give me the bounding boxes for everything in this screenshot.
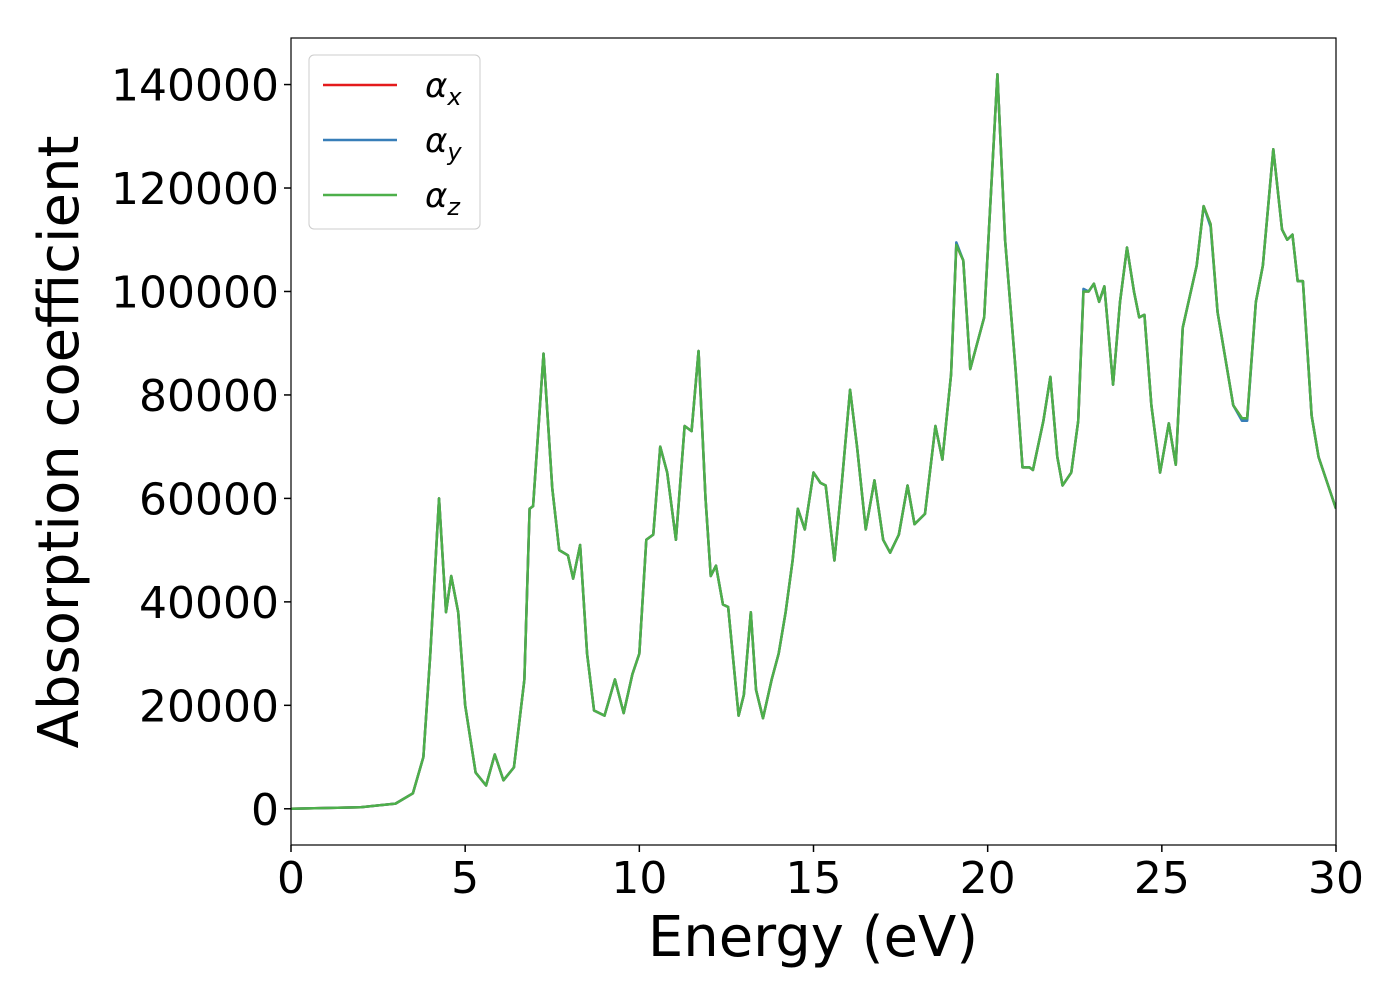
x-tick-label: 5 (451, 853, 479, 904)
y-tick-label: 60000 (139, 474, 279, 525)
x-axis-label: Energy (eV) (648, 905, 978, 970)
y-axis-label: Absorption coefficient (27, 136, 92, 749)
y-tick-label: 120000 (111, 164, 279, 215)
legend-subscript: y (446, 138, 462, 166)
legend-subscript: x (446, 83, 462, 111)
y-tick-label: 140000 (111, 61, 279, 112)
x-tick-label: 20 (960, 853, 1016, 904)
legend-label: αx (425, 66, 462, 111)
x-tick-label: 30 (1308, 853, 1364, 904)
legend-box (308, 54, 481, 230)
legend-label: αy (425, 121, 462, 166)
series-line (291, 72, 1336, 811)
y-tick-label: 0 (251, 785, 279, 836)
x-tick-label: 15 (786, 853, 842, 904)
y-tick-label: 40000 (139, 578, 279, 629)
plot-frame (290, 37, 1337, 846)
x-tick-label: 10 (611, 853, 667, 904)
x-tick-label: 25 (1134, 853, 1190, 904)
legend-symbol: α (425, 121, 447, 161)
legend-subscript: z (446, 193, 461, 221)
y-tick-label: 100000 (111, 267, 279, 318)
x-tick-label: 0 (277, 853, 305, 904)
y-tick-label: 20000 (139, 681, 279, 732)
legend-label: αz (425, 176, 461, 221)
legend-symbol: α (425, 176, 447, 216)
y-tick-label: 80000 (139, 371, 279, 422)
legend-symbol: α (425, 66, 447, 106)
